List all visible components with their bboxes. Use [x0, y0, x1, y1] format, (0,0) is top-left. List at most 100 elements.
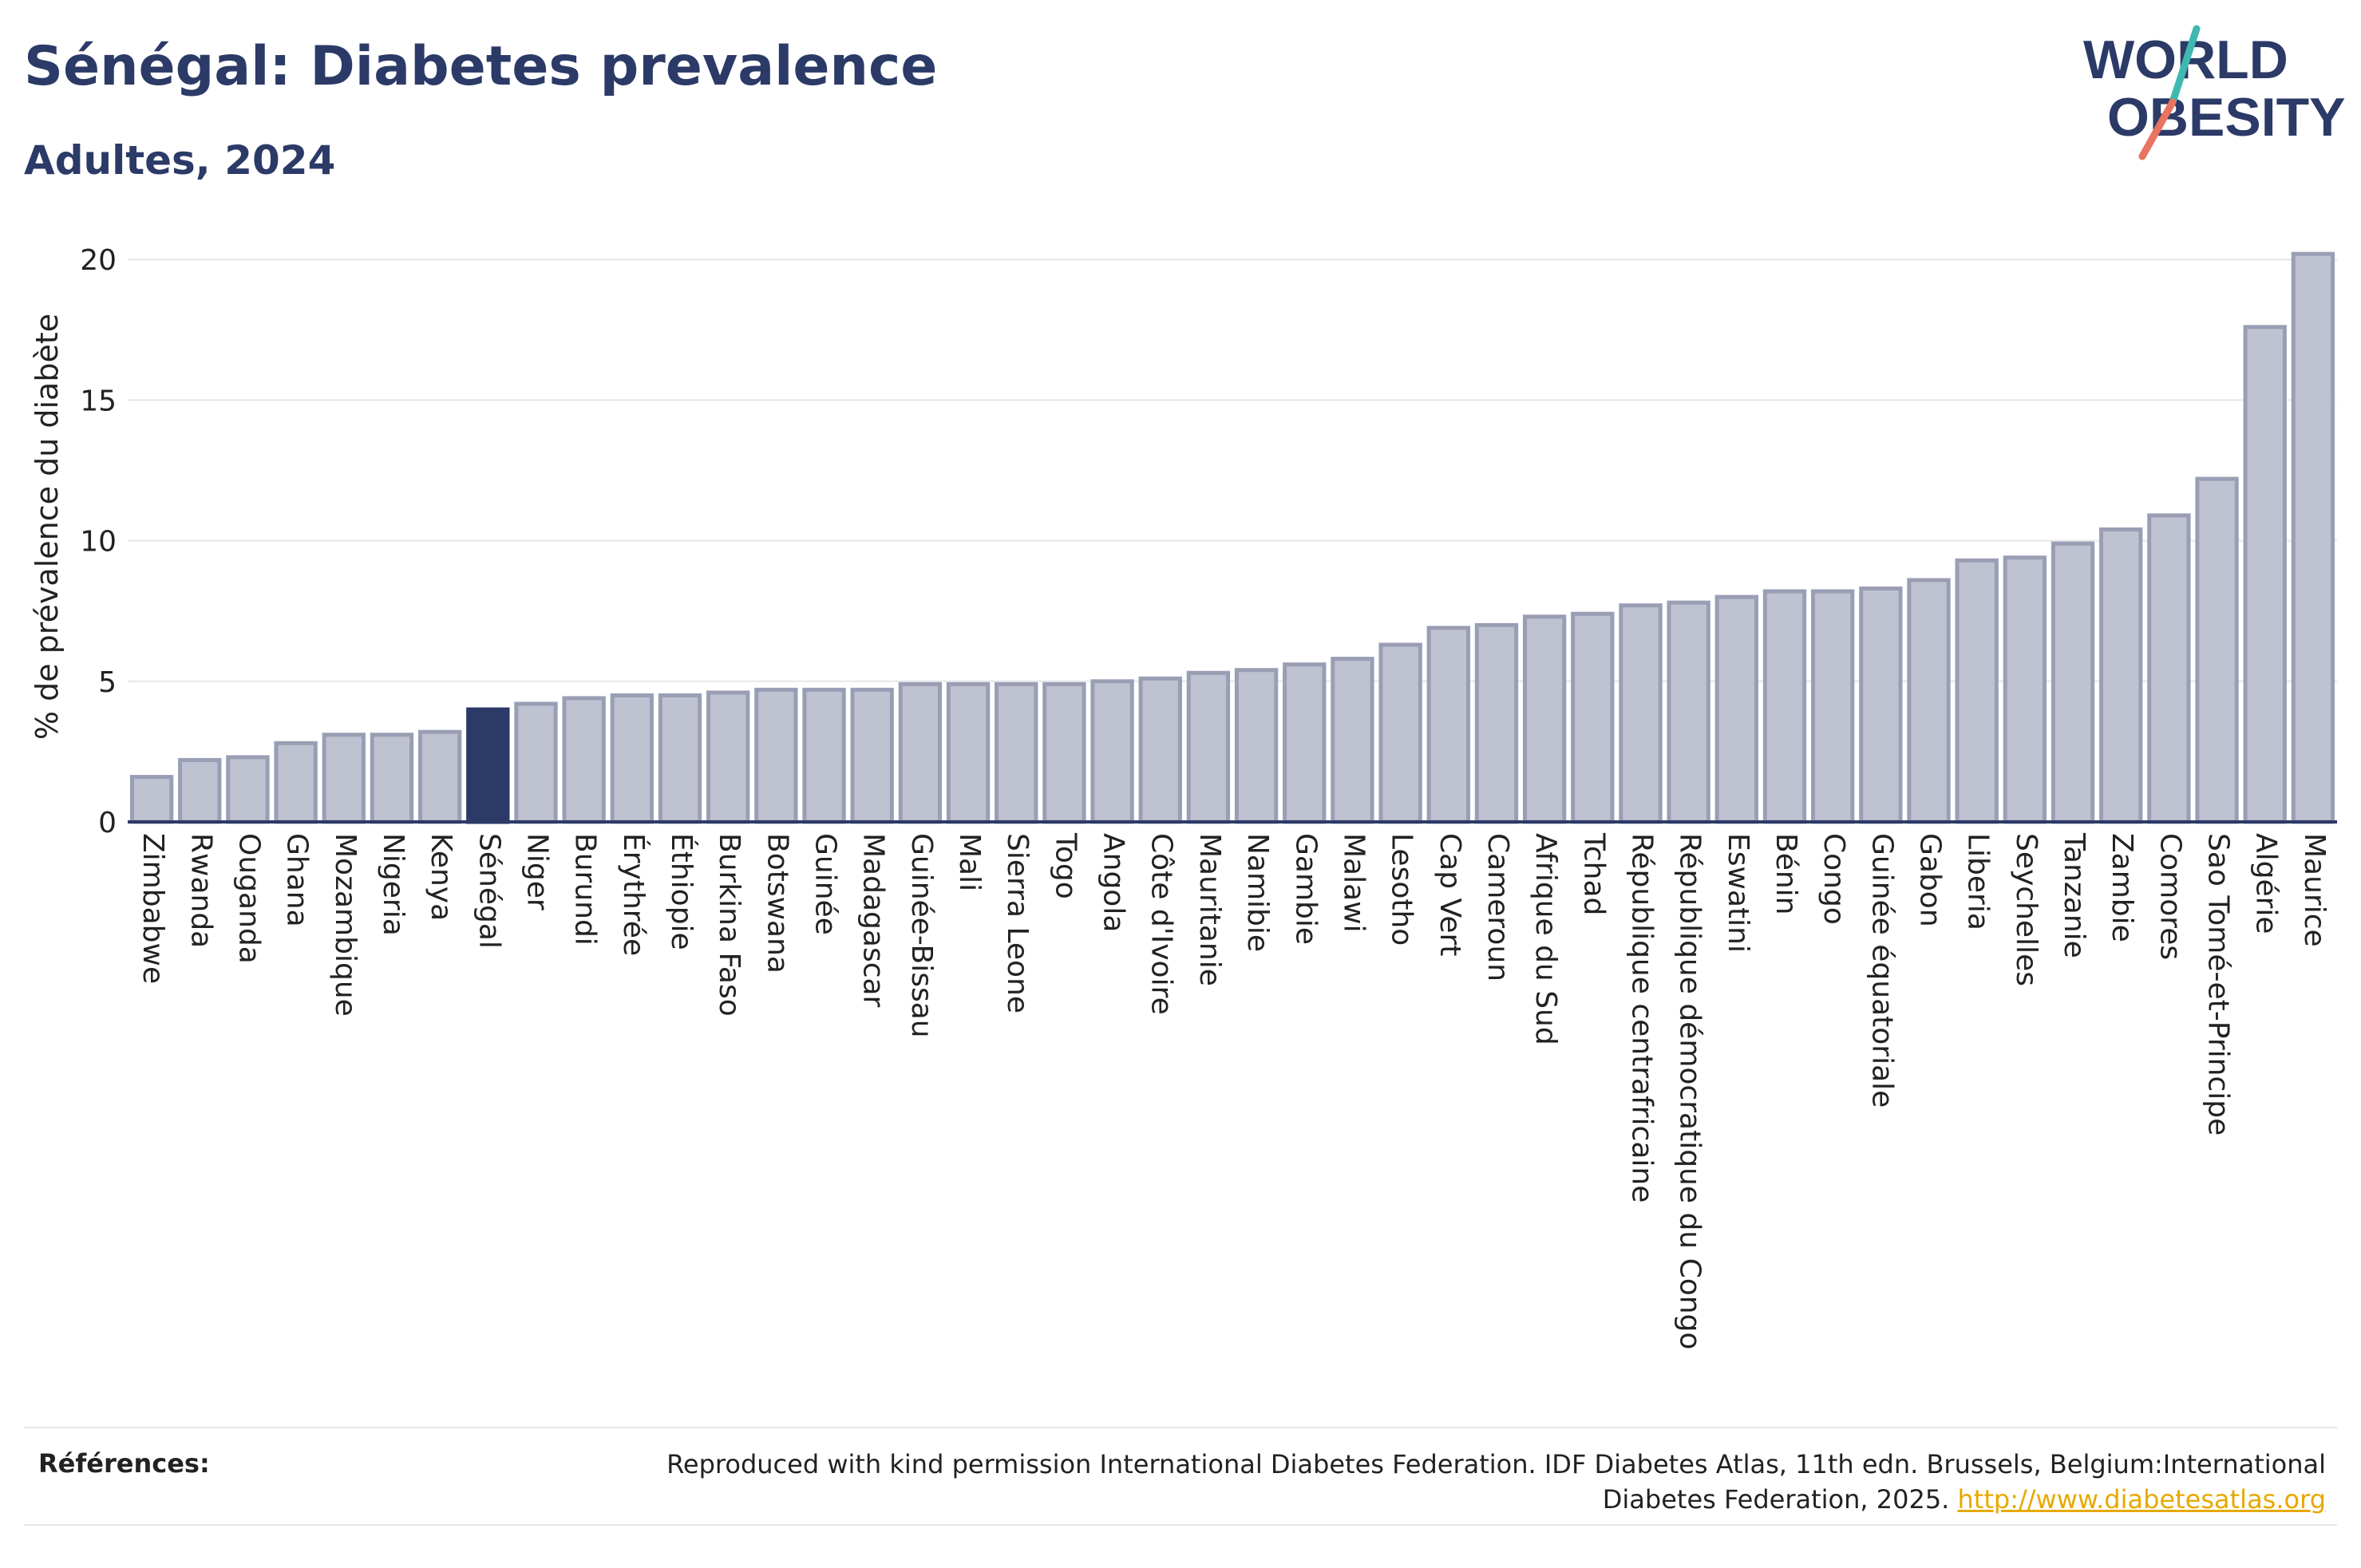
x-tick-label: Cap Vert [1434, 833, 1466, 956]
footer-divider-bottom [24, 1524, 2337, 1526]
x-tick-label: Gabon [1914, 833, 1947, 927]
x-tick-label: Liberia [1962, 833, 1995, 930]
x-tick-label: Bénin [1770, 833, 1802, 914]
bar [1331, 657, 1374, 824]
x-tick-label: Sierra Leone [1001, 833, 1034, 1013]
logo-slash-coral [2138, 98, 2177, 160]
x-tick-label: Burundi [569, 833, 602, 946]
x-tick-label: Cameroun [1481, 833, 1514, 981]
chart-title: Sénégal: Diabetes prevalence [24, 35, 938, 98]
bar [802, 687, 846, 824]
footer-divider-top [24, 1427, 2337, 1428]
bar [2099, 527, 2143, 824]
bar [1619, 603, 1663, 824]
bar [1955, 558, 1999, 824]
reference-text: Reproduced with kind permission Internat… [666, 1449, 2326, 1515]
x-tick-label: Ghana [281, 833, 314, 927]
x-tick-label: Tchad [1577, 832, 1610, 915]
y-axis-title: % de prévalence du diabète [30, 314, 65, 740]
x-tick-label: Mali [953, 833, 986, 891]
x-tick-label: Togo [1049, 832, 1082, 899]
x-tick-label: Gambie [1289, 833, 1322, 945]
bar [658, 693, 702, 824]
x-tick-label: Malawi [1337, 833, 1370, 933]
bar [417, 729, 462, 824]
x-tick-label: Algérie [2250, 833, 2283, 934]
y-tick-label: 5 [98, 666, 117, 699]
x-tick-label: Eswatini [1722, 833, 1754, 953]
bar [370, 733, 414, 824]
x-tick-label: Burkina Faso [713, 833, 745, 1017]
references-label: Références: [38, 1448, 210, 1479]
reference-text-block: Reproduced with kind permission Internat… [650, 1447, 2326, 1517]
bar [610, 693, 654, 824]
bar [2147, 513, 2191, 824]
x-tick-label: Guinée équatoriale [1865, 833, 1898, 1108]
x-tick-label: Côte d'Ivoire [1145, 833, 1178, 1015]
y-tick-label: 0 [98, 807, 117, 839]
bar [274, 741, 318, 824]
x-tick-label: Nigeria [377, 833, 409, 936]
x-tick-label: Congo [1817, 833, 1850, 925]
bar [1859, 587, 1903, 824]
y-tick-label: 10 [80, 526, 117, 559]
x-tick-label: Guinée-Bissau [905, 833, 938, 1038]
x-tick-label: Mauritanie [1193, 833, 1226, 986]
x-tick-label: Afrique du Sud [1529, 833, 1562, 1045]
x-tick-label: Mozambique [329, 833, 362, 1017]
bar [1186, 670, 1231, 824]
x-tick-label: Comores [2153, 833, 2186, 960]
bar [1907, 578, 1951, 824]
bar [1042, 681, 1086, 824]
x-tick-label: Botswana [761, 833, 793, 974]
bar-highlighted [466, 707, 510, 824]
bar [1283, 662, 1327, 824]
bar [1378, 642, 1422, 824]
bar [1090, 679, 1134, 824]
bar [322, 733, 366, 824]
bar [2243, 325, 2287, 824]
bar [1138, 676, 1182, 824]
bar [1474, 622, 1519, 824]
bar [946, 681, 991, 824]
bar [1762, 589, 1807, 824]
chart-subtitle: Adultes, 2024 [24, 137, 336, 184]
x-tick-label: Sao Tomé-et-Principe [2202, 833, 2235, 1136]
x-tick-label: Maurice [2298, 833, 2331, 947]
bar-chart: 0 5 10 15 20 % de prévalence du diabète Zimbab… [30, 244, 2337, 1349]
x-tick-label: Seychelles [2010, 833, 2043, 986]
bar [995, 681, 1038, 824]
logo-slash-teal [2169, 25, 2201, 106]
world-obesity-logo: WORLD OBESITY [2083, 25, 2346, 160]
bar [514, 701, 558, 824]
x-tick-label: Namibie [1241, 833, 1274, 952]
y-tick-label: 20 [80, 244, 117, 277]
bar [226, 755, 270, 824]
x-tick-label: Niger [520, 833, 553, 910]
bar [2003, 555, 2047, 824]
reference-link[interactable]: http://www.diabetesatlas.org [1957, 1484, 2326, 1515]
bar [2195, 476, 2239, 824]
x-tick-label: Tanzanie [2058, 832, 2090, 958]
bar [1571, 611, 1615, 824]
bar [562, 696, 606, 824]
x-tick-label: Sénégal [473, 833, 505, 949]
x-tick-label: Érythrée [617, 833, 651, 956]
bar [2051, 541, 2095, 824]
bar [754, 687, 798, 824]
x-tick-label: Angola [1097, 833, 1130, 932]
bar [1714, 594, 1758, 824]
bar [1811, 589, 1855, 824]
bar [1667, 600, 1710, 824]
bar [1234, 668, 1279, 824]
x-tick-label: Lesotho [1386, 833, 1418, 946]
x-tick-label: Zimbabwe [136, 833, 169, 984]
x-tick-label: Kenya [425, 833, 457, 921]
x-tick-label: République démocratique du Congo [1674, 833, 1706, 1349]
x-tick-label: République centrafricaine [1625, 833, 1658, 1203]
bar [1522, 614, 1567, 824]
x-tick-label: Éthiopie [665, 833, 698, 950]
bar [129, 775, 174, 824]
x-tick-label: Rwanda [184, 833, 217, 948]
x-tick-label: Guinée [809, 833, 842, 935]
